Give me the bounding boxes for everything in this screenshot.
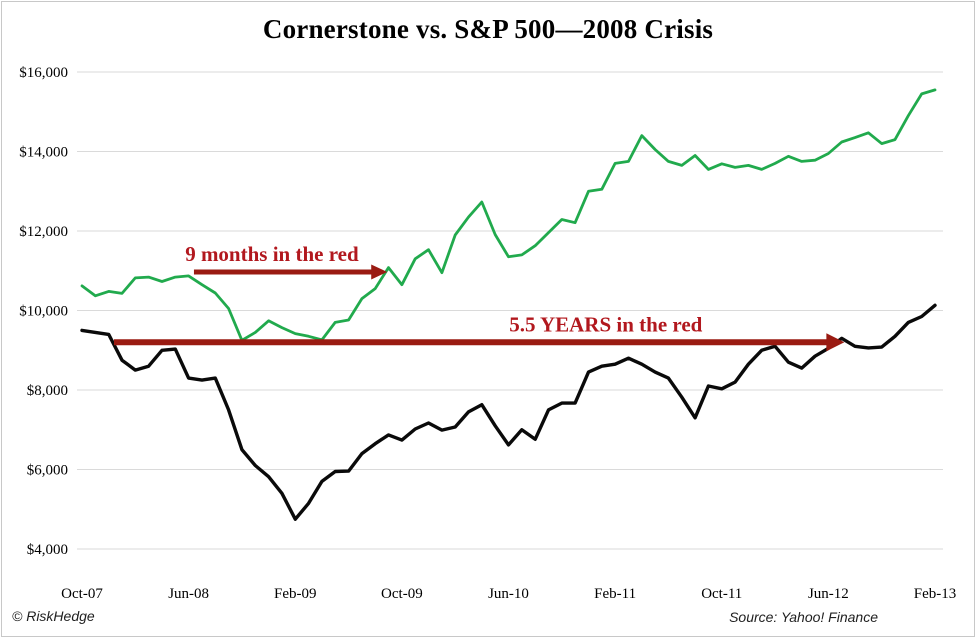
x-axis-tick-label: Jun-08 <box>168 586 209 602</box>
source-note: Source: Yahoo! Finance <box>729 609 878 625</box>
y-axis-tick-label: $6,000 <box>27 463 68 479</box>
chart-title: Cornerstone vs. S&P 500—2008 Crisis <box>262 14 714 44</box>
x-axis-tick-label: Oct-07 <box>61 586 103 602</box>
cornerstone-line <box>80 88 937 342</box>
y-axis-tick-label: $10,000 <box>19 304 68 320</box>
annotation-arrowhead <box>371 264 388 280</box>
y-axis-tick-label: $12,000 <box>19 224 68 240</box>
x-axis-tick-label: Oct-11 <box>701 586 742 602</box>
y-axis-tick-label: $14,000 <box>19 145 68 161</box>
x-axis-tick-label: Feb-11 <box>594 586 636 602</box>
annotation-label: 5.5 YEARS in the red <box>509 312 702 336</box>
annotation-label: 9 months in the red <box>185 242 359 266</box>
y-axis-tick-label: $16,000 <box>19 65 68 81</box>
copyright-note: © RiskHedge <box>12 608 95 624</box>
sp500-line <box>80 303 937 521</box>
x-axis-tick-label: Feb-13 <box>914 586 957 602</box>
annotation-arrowhead <box>826 333 845 352</box>
x-axis-tick-label: Jun-10 <box>488 586 529 602</box>
y-axis-tick-label: $8,000 <box>27 383 68 399</box>
x-axis-tick-label: Jun-12 <box>808 586 849 602</box>
y-axis-tick-label: $4,000 <box>27 542 68 558</box>
x-axis-tick-label: Feb-09 <box>274 586 317 602</box>
x-axis-tick-label: Oct-09 <box>381 586 423 602</box>
